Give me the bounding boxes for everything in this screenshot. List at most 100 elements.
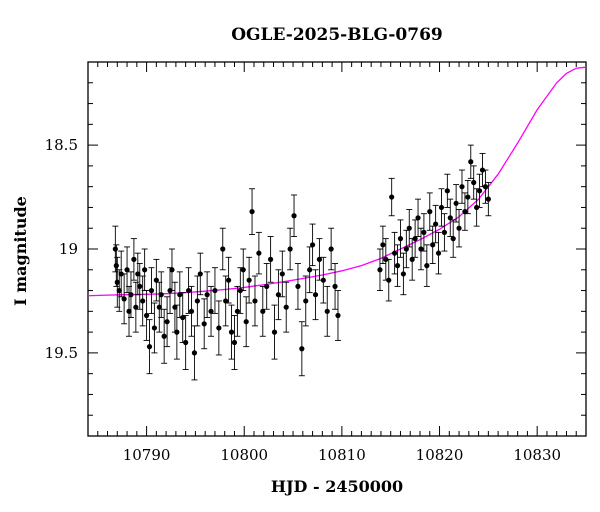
data-point — [328, 246, 334, 252]
data-point — [320, 277, 326, 283]
data-point — [412, 236, 418, 242]
data-point — [430, 242, 436, 248]
data-point — [121, 296, 127, 302]
data-point — [377, 267, 383, 273]
x-axis-label: HJD - 2450000 — [271, 477, 403, 496]
data-point — [220, 246, 226, 252]
data-point — [397, 236, 404, 242]
x-tick-label: 10820 — [416, 446, 464, 464]
data-point — [114, 279, 120, 285]
data-point — [188, 308, 195, 314]
data-point — [256, 250, 262, 256]
y-axis-label: I magnitude — [11, 196, 30, 306]
chart-title: OGLE-2025-BLG-0769 — [231, 25, 443, 45]
data-point — [240, 267, 246, 273]
y-tick-label: 18.5 — [45, 136, 78, 154]
plot-frame — [87, 61, 587, 437]
data-point — [465, 194, 471, 200]
data-point — [312, 292, 319, 298]
data-point — [249, 209, 255, 215]
data-point — [394, 263, 401, 269]
data-point — [444, 188, 450, 194]
data-point — [116, 287, 122, 294]
data-point — [135, 271, 141, 277]
data-point — [151, 325, 157, 331]
model-curve — [88, 66, 586, 297]
data-point — [389, 194, 395, 200]
data-point — [212, 287, 218, 294]
data-point — [453, 200, 459, 206]
y-tick-label: 19.5 — [45, 344, 78, 362]
data-point — [406, 225, 412, 231]
data-point — [427, 209, 433, 215]
data-point — [246, 277, 252, 283]
data-point — [113, 263, 119, 269]
data-point — [174, 329, 180, 335]
data-point — [400, 271, 406, 277]
data-point — [268, 256, 274, 262]
data-point — [204, 292, 210, 298]
data-point — [424, 263, 430, 269]
data-point — [421, 229, 427, 235]
x-tick-label: 10790 — [123, 446, 171, 464]
x-tick-label: 10810 — [318, 446, 366, 464]
data-point — [303, 298, 309, 304]
data-point — [291, 213, 297, 219]
plot-area: 10790 10800 10810 10820 10830 18.5 19 19.5 — [45, 61, 587, 464]
data-point — [271, 329, 278, 335]
data-point — [133, 304, 139, 310]
data-point — [140, 298, 146, 304]
data-point — [471, 179, 477, 186]
data-point — [234, 308, 240, 314]
data-point — [172, 304, 178, 310]
data-point — [485, 196, 491, 202]
data-point — [450, 236, 456, 242]
data-point — [403, 246, 409, 252]
data-point — [177, 292, 183, 298]
data-point — [386, 277, 392, 283]
data-point — [231, 339, 238, 346]
data-point — [158, 292, 164, 298]
data-point — [180, 314, 186, 321]
data-point — [124, 267, 130, 273]
x-tick-label: 10830 — [513, 446, 561, 464]
data-point — [252, 298, 258, 304]
data-point — [299, 346, 305, 352]
data-point — [156, 304, 162, 310]
data-point — [169, 267, 175, 273]
data-point — [462, 209, 468, 215]
data-point — [161, 333, 167, 339]
data-point — [183, 339, 189, 346]
data-point — [279, 271, 285, 277]
data-point — [435, 250, 442, 256]
data-point — [447, 215, 453, 221]
data-point — [264, 283, 270, 289]
data-point — [223, 298, 229, 304]
data-point — [335, 312, 341, 319]
data-point — [482, 184, 489, 190]
data-point — [309, 242, 316, 248]
data-point — [418, 246, 424, 252]
data-point — [438, 204, 445, 211]
data-point — [131, 256, 137, 262]
data-point — [228, 329, 235, 335]
data-point — [392, 250, 398, 256]
data-point — [153, 277, 159, 283]
data-point — [433, 221, 439, 227]
data-point — [295, 283, 301, 289]
data-point — [185, 287, 192, 294]
data-point — [128, 292, 134, 298]
y-tick-label: 19 — [59, 240, 78, 258]
data-point — [148, 287, 155, 294]
data-point — [216, 325, 222, 331]
data-point — [146, 344, 153, 350]
x-tick-label: 10800 — [220, 446, 268, 464]
data-point — [208, 308, 214, 314]
data-point — [137, 283, 143, 289]
data-point — [476, 188, 483, 194]
data-point — [201, 321, 207, 327]
data-point — [226, 277, 232, 283]
data-point — [441, 229, 448, 235]
data-point — [142, 267, 148, 273]
